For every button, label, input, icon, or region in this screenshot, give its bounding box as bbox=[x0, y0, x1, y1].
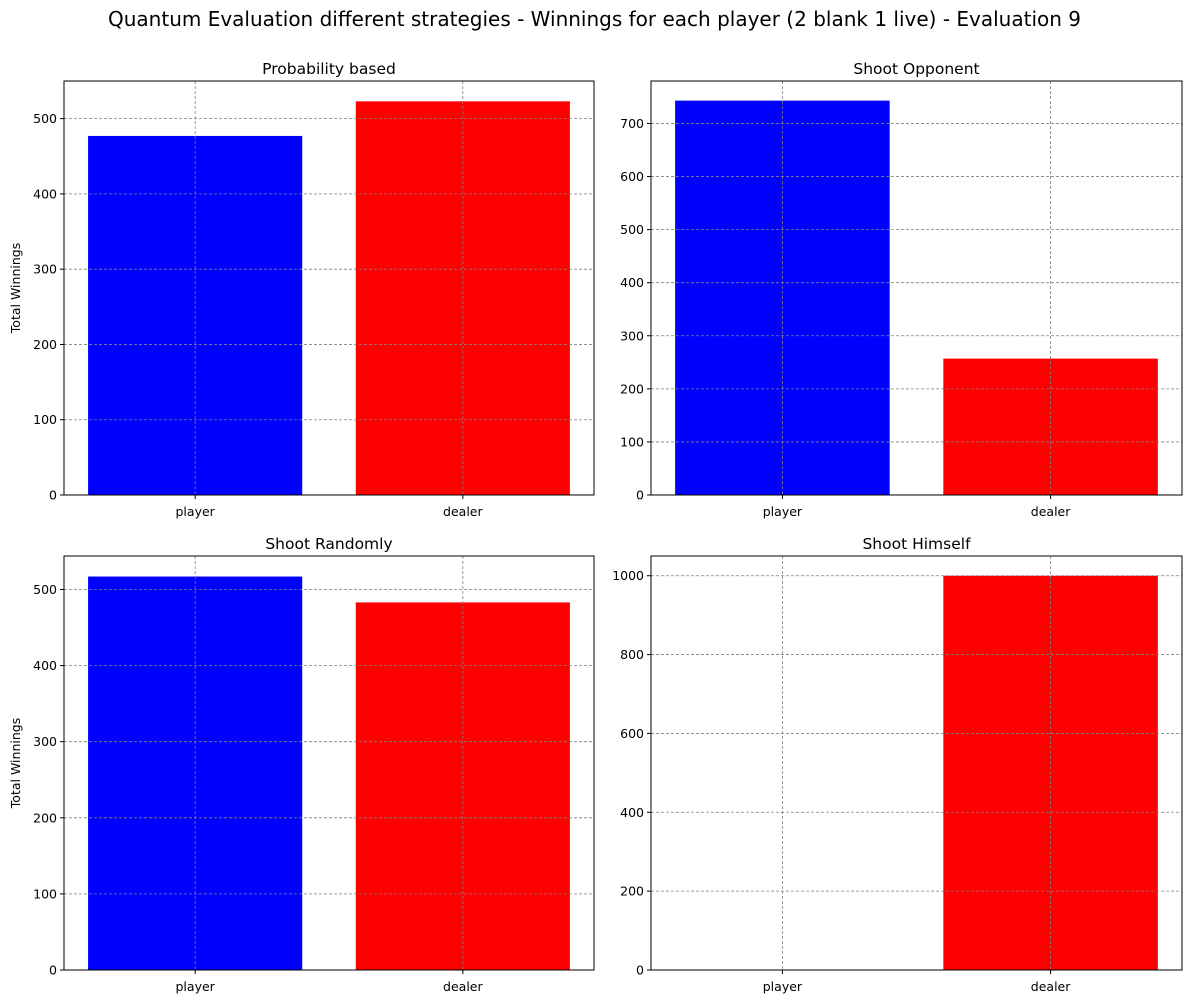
x-tick-label-player: player bbox=[763, 979, 803, 994]
x-tick-label-dealer: dealer bbox=[1031, 979, 1071, 994]
subplot-title: Shoot Himself bbox=[862, 535, 971, 553]
y-tick-label: 100 bbox=[33, 412, 57, 427]
y-tick-label: 200 bbox=[33, 810, 57, 825]
plot-frame bbox=[63, 555, 595, 971]
y-tick-label: 400 bbox=[33, 186, 57, 201]
y-tick-label: 200 bbox=[33, 337, 57, 352]
plot-frame bbox=[650, 80, 1183, 496]
y-tick-label: 400 bbox=[620, 805, 644, 820]
y-tick-label: 400 bbox=[620, 275, 644, 290]
y-tick-label: 500 bbox=[620, 222, 644, 237]
subplot-3: 0 100 200 300 400 500 player dealer Shoot Random… bbox=[8, 535, 595, 994]
y-axis-label: Total Winnings bbox=[8, 718, 23, 809]
y-tick-label: 0 bbox=[49, 488, 57, 503]
y-tick-label: 0 bbox=[49, 963, 57, 978]
subplot-title: Shoot Opponent bbox=[853, 60, 979, 78]
y-tick-label: 0 bbox=[636, 488, 644, 503]
y-tick-label: 300 bbox=[33, 262, 57, 277]
y-tick-label: 200 bbox=[620, 381, 644, 396]
subplot-title: Shoot Randomly bbox=[265, 535, 392, 553]
y-tick-label: 100 bbox=[33, 886, 57, 901]
y-tick-label: 300 bbox=[33, 734, 57, 749]
subplot-2: 0 100 200 300 400 500 600 700 player dealer Shoot … bbox=[620, 60, 1183, 519]
y-tick-label: 700 bbox=[620, 116, 644, 131]
y-tick-label: 600 bbox=[620, 726, 644, 741]
y-axis-label: Total Winnings bbox=[8, 243, 23, 334]
figure-suptitle: Quantum Evaluation different strategies … bbox=[108, 7, 1081, 31]
x-tick-label-player: player bbox=[176, 504, 216, 519]
x-tick-label-player: player bbox=[176, 979, 216, 994]
x-tick-label-player: player bbox=[763, 504, 803, 519]
bar-player bbox=[88, 135, 303, 495]
y-tick-label: 1000 bbox=[612, 568, 644, 583]
x-tick-label-dealer: dealer bbox=[443, 504, 483, 519]
y-tick-label: 200 bbox=[620, 884, 644, 899]
y-tick-label: 500 bbox=[33, 111, 57, 126]
plot-frame bbox=[63, 80, 595, 496]
y-tick-label: 400 bbox=[33, 658, 57, 673]
y-tick-label: 300 bbox=[620, 328, 644, 343]
subplot-4: 0 200 400 600 800 1000 player dealer Shoot Himse… bbox=[612, 535, 1183, 994]
y-tick-label: 600 bbox=[620, 169, 644, 184]
x-tick-label-dealer: dealer bbox=[1031, 504, 1071, 519]
plot-frame bbox=[650, 555, 1183, 971]
subplot-1: 0 100 200 300 400 500 player dealer Probability … bbox=[8, 60, 595, 519]
x-tick-label-dealer: dealer bbox=[443, 979, 483, 994]
y-tick-label: 500 bbox=[33, 582, 57, 597]
subplot-title: Probability based bbox=[262, 60, 396, 78]
y-tick-label: 100 bbox=[620, 434, 644, 449]
y-tick-label: 0 bbox=[636, 963, 644, 978]
y-tick-label: 800 bbox=[620, 647, 644, 662]
